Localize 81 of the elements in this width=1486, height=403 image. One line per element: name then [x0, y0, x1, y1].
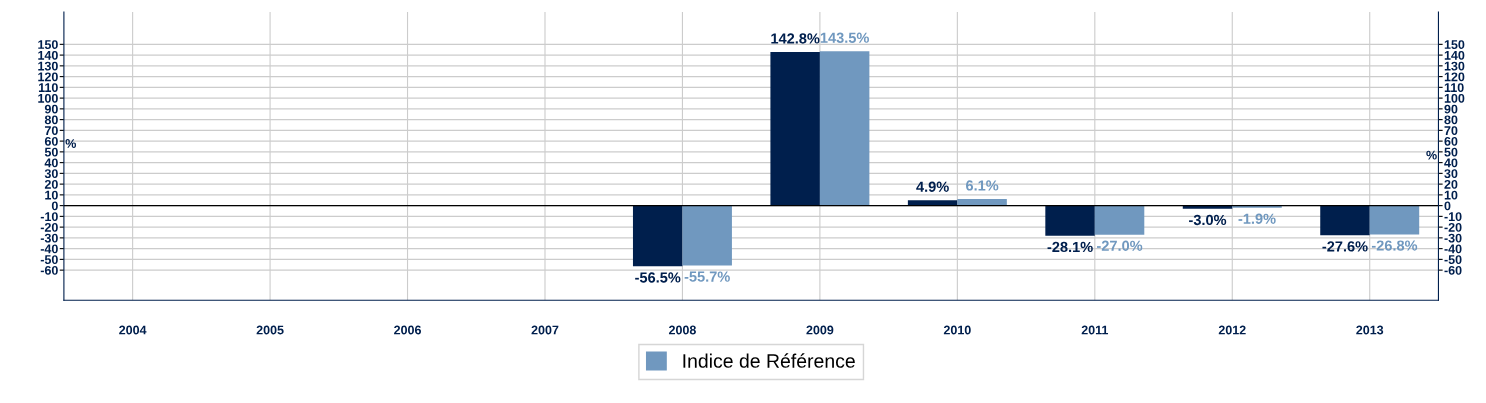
data-label: 4.9%	[916, 181, 949, 192]
data-label: -28.1%	[1047, 241, 1093, 253]
y-tick-label: 20	[44, 179, 58, 189]
x-tick-label: 2006	[394, 325, 421, 335]
y-tick-label: 70	[44, 126, 58, 136]
y-tick-label: 110	[38, 83, 58, 92]
data-label: -27.6%	[1322, 241, 1368, 252]
y2-tick-label: 110	[1444, 83, 1464, 92]
x-tick-label: 2010	[943, 325, 971, 335]
y-tick-label: 50	[44, 147, 58, 157]
y-tick-label: 80	[44, 115, 58, 125]
bar	[682, 205, 732, 266]
bar	[1182, 205, 1233, 209]
y2-tick-label: 130	[1444, 61, 1465, 71]
bar	[1232, 205, 1282, 208]
y2-tick-label: -20	[1444, 222, 1462, 232]
y2-tick-label: -10	[1444, 212, 1462, 222]
bar	[1320, 205, 1370, 236]
y-tick-label: 0	[51, 201, 58, 211]
y-tick-label: -40	[40, 244, 58, 254]
y-tick-label: 100	[38, 93, 58, 103]
data-label: 6.1%	[966, 180, 999, 191]
data-label: -26.8%	[1371, 240, 1418, 251]
x-tick-label: 2007	[531, 325, 559, 335]
x-tick-label: 2012	[1218, 325, 1246, 335]
y-tick-label: -60	[40, 265, 58, 275]
y-tick-label: 140	[38, 50, 58, 60]
bar	[1094, 205, 1145, 235]
y2-tick-label: 40	[1444, 158, 1458, 168]
y2-tick-label: 20	[1444, 179, 1458, 189]
data-label: 143.5%	[820, 32, 869, 43]
y2-tick-label: -50	[1444, 255, 1462, 265]
y-tick-label: 40	[44, 158, 58, 168]
y2-tick-label: 50	[1444, 147, 1458, 157]
y2-tick-label: -30	[1444, 233, 1462, 243]
y2-tick-label: 60	[1444, 136, 1458, 146]
y2-tick-label: 100	[1444, 93, 1465, 103]
data-label: -27.0%	[1097, 240, 1143, 251]
y-tick-label: 90	[44, 104, 58, 114]
x-tick-label: 2011	[1081, 325, 1109, 335]
y-tick-label: 130	[38, 61, 58, 71]
y-tick-label: -10	[40, 212, 58, 222]
data-label: -55.7%	[684, 271, 730, 282]
data-label: -56.5%	[635, 272, 681, 283]
bar	[632, 205, 683, 267]
y2-tick-label: 80	[1444, 115, 1458, 125]
y-tick-label: -20	[40, 222, 58, 232]
y2-tick-label: 70	[1444, 126, 1458, 136]
y-tick-label: 10	[45, 190, 58, 200]
bar	[819, 51, 870, 206]
y2-tick-label: 140	[1444, 50, 1465, 60]
legend-label: Indice de Référence	[683, 353, 855, 368]
data-label: -3.0%	[1189, 214, 1227, 226]
y2-tick-label: 90	[1444, 104, 1458, 114]
y2-tick-label: -60	[1444, 265, 1462, 275]
y-tick-label: 30	[44, 169, 58, 179]
y-tick-label: 60	[44, 136, 58, 146]
x-tick-label: 2013	[1356, 325, 1384, 335]
bar	[957, 199, 1007, 206]
y-axis-title: %	[65, 139, 76, 148]
y2-tick-label: 150	[1444, 40, 1465, 49]
y2-tick-label: 120	[1444, 72, 1465, 82]
x-tick-label: 2009	[806, 325, 834, 335]
x-tick-label: 2004	[119, 325, 147, 335]
y2-tick-label: 10	[1444, 190, 1458, 200]
bar	[770, 52, 820, 206]
y-tick-label: -50	[40, 255, 58, 265]
y-tick-label: -30	[40, 233, 58, 243]
y2-tick-label: 0	[1444, 201, 1451, 211]
y2-tick-label: 30	[1444, 169, 1458, 179]
data-label: -1.9%	[1238, 213, 1276, 224]
y-tick-label: 150	[38, 40, 58, 49]
y-tick-label: 120	[38, 72, 58, 82]
x-tick-label: 2008	[668, 325, 696, 335]
bar	[907, 200, 958, 206]
y2-axis-title: %	[1426, 150, 1437, 160]
bar	[1045, 205, 1095, 236]
y2-tick-label: -40	[1444, 244, 1462, 254]
data-label: 142.8%	[771, 33, 820, 44]
bar	[1369, 205, 1420, 235]
x-tick-label: 2005	[256, 325, 284, 335]
